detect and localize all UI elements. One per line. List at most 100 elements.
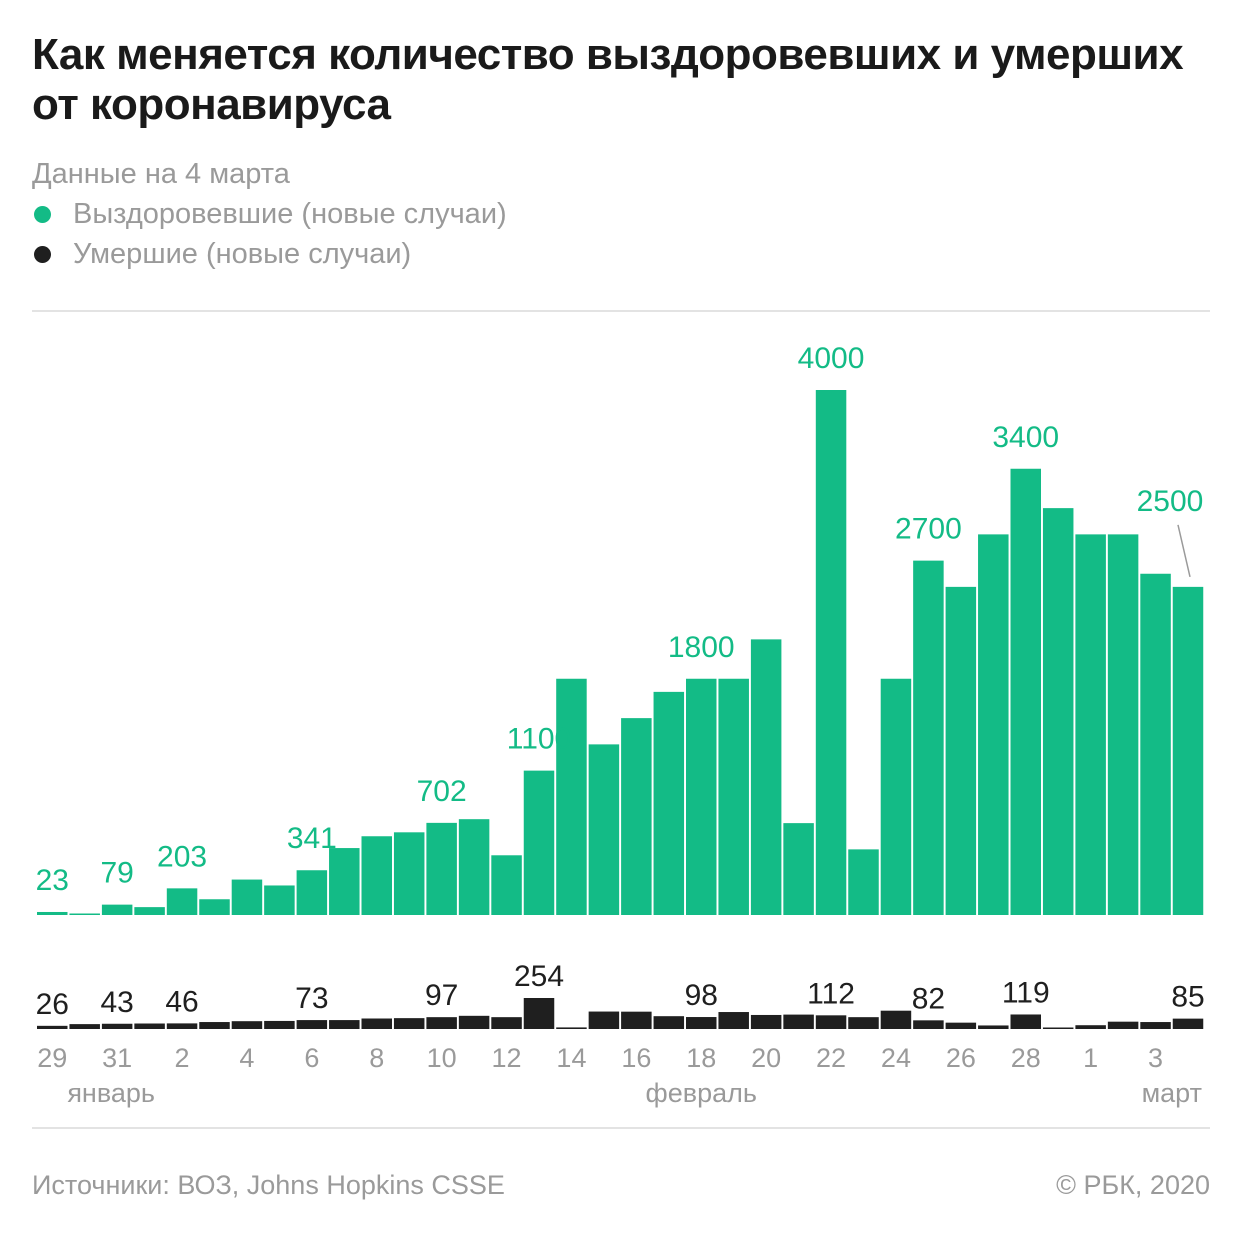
x-tick-label: 20: [751, 1043, 781, 1073]
x-tick-label: 12: [492, 1043, 522, 1073]
death-bar-6: [231, 1021, 263, 1029]
recovered-value-label-35: 2500: [1137, 485, 1204, 518]
recovered-bar-10: [361, 836, 392, 915]
death-bar-1: [69, 1024, 100, 1029]
x-tick-label: 2: [175, 1043, 190, 1073]
recovered-value-label-15: 1100: [507, 723, 572, 756]
x-tick-label: 16: [621, 1043, 651, 1073]
x-tick-label: 26: [946, 1043, 976, 1073]
recovered-bar-33: [1107, 534, 1139, 915]
recovered-bar-1: [69, 913, 100, 915]
death-value-label-12: 97: [425, 979, 458, 1012]
x-tick-label: 6: [304, 1043, 319, 1073]
recovered-bar-5: [199, 899, 230, 915]
x-tick-label: 10: [427, 1043, 457, 1073]
death-value-label-30: 119: [1002, 976, 1050, 1009]
death-value-label-27: 82: [912, 982, 945, 1015]
x-tick-label: 31: [102, 1043, 132, 1073]
recovered-bar-9: [329, 848, 360, 915]
recovered-bar-21: [718, 678, 749, 915]
bottom-divider: [32, 1127, 1210, 1129]
death-bar-30: [1010, 1014, 1041, 1029]
recovered-bar-8: [296, 870, 328, 915]
recovered-bar-17: [588, 744, 620, 915]
recovered-value-label-0: 23: [36, 864, 69, 897]
death-bar-7: [264, 1020, 295, 1029]
copyright-note: © РБК, 2020: [1056, 1170, 1210, 1200]
recovered-bar-18: [621, 718, 652, 915]
death-bar-24: [815, 1015, 847, 1029]
death-bar-18: [621, 1011, 652, 1029]
death-bar-12: [426, 1017, 457, 1029]
death-bar-32: [1075, 1025, 1106, 1029]
death-value-label-0: 26: [36, 988, 69, 1021]
recovered-bar-14: [491, 855, 522, 915]
death-bar-35: [1172, 1018, 1204, 1029]
death-bar-33: [1107, 1021, 1139, 1029]
death-bar-20: [686, 1017, 717, 1029]
death-bar-27: [913, 1020, 944, 1029]
death-bar-19: [653, 1016, 685, 1029]
recovered-bar-26: [880, 678, 912, 915]
recovered-value-label-30: 3400: [992, 421, 1059, 454]
death-bar-13: [458, 1015, 490, 1029]
recovered-value-label-24: 4000: [798, 342, 865, 375]
death-bar-34: [1140, 1022, 1171, 1029]
recovered-bar-2: [101, 904, 133, 915]
recovered-bar-31: [1042, 508, 1074, 915]
death-bar-29: [978, 1025, 1009, 1029]
death-value-label-35: 85: [1171, 981, 1204, 1014]
death-bar-9: [329, 1020, 360, 1029]
recovered-bar-27: [913, 560, 944, 915]
recovered-bar-19: [653, 691, 685, 915]
death-value-label-4: 46: [165, 985, 198, 1018]
death-value-label-8: 73: [295, 982, 328, 1015]
recovered-bar-12: [426, 822, 457, 915]
recovered-bar-29: [978, 534, 1009, 915]
death-bar-31: [1042, 1027, 1074, 1029]
recovered-value-label-8: 341: [287, 822, 337, 855]
recovered-callout-line: [1177, 524, 1191, 578]
legend-label-recovered: Выздоровевшие (новые случаи): [73, 198, 507, 230]
x-tick-label: 8: [369, 1043, 384, 1073]
x-tick-label: 29: [37, 1043, 67, 1073]
death-bar-11: [393, 1018, 425, 1029]
recovered-bar-7: [264, 885, 295, 915]
x-tick-label: 1: [1083, 1043, 1098, 1073]
death-value-label-20: 98: [685, 979, 718, 1012]
recovered-value-label-27: 2700: [895, 513, 962, 546]
death-bar-10: [361, 1018, 392, 1029]
recovered-bar-22: [750, 639, 782, 915]
recovered-bar-34: [1140, 573, 1171, 915]
x-tick-label: 3: [1148, 1043, 1163, 1073]
x-tick-label: 24: [881, 1043, 911, 1073]
month-label: февраль: [646, 1078, 757, 1108]
recovered-value-label-20: 1800: [668, 631, 735, 664]
recovered-bar-28: [945, 586, 977, 915]
recovered-bar-4: [166, 888, 198, 915]
legend-label-deaths: Умершие (новые случаи): [73, 238, 412, 270]
x-tick-label: 28: [1011, 1043, 1041, 1073]
death-bar-8: [296, 1020, 328, 1029]
recovered-bar-0: [37, 911, 68, 915]
recovered-bar-13: [458, 819, 490, 915]
recovered-bar-25: [848, 849, 879, 915]
recovered-bar-30: [1010, 468, 1041, 915]
x-tick-label: 4: [239, 1043, 254, 1073]
top-divider: [32, 310, 1210, 312]
source-note: Источники: ВОЗ, Johns Hopkins CSSE: [32, 1170, 505, 1200]
chart-subtitle: Данные на 4 марта: [32, 158, 290, 190]
death-bar-26: [880, 1010, 912, 1029]
death-bar-16: [556, 1027, 587, 1029]
death-bar-22: [750, 1014, 782, 1029]
death-bar-5: [199, 1022, 230, 1029]
x-tick-label: 18: [686, 1043, 716, 1073]
death-bar-15: [523, 998, 555, 1029]
death-bar-28: [945, 1022, 977, 1029]
recovered-bar-23: [783, 823, 814, 915]
death-bar-4: [166, 1023, 198, 1029]
month-label: март: [1142, 1078, 1202, 1108]
death-bar-2: [101, 1023, 133, 1029]
recovered-bar-11: [393, 832, 425, 915]
